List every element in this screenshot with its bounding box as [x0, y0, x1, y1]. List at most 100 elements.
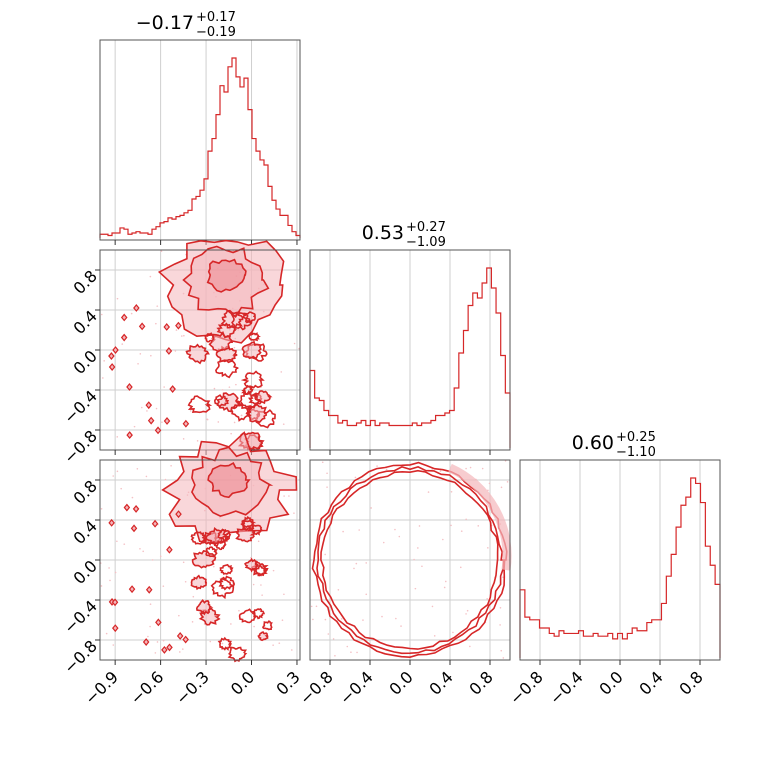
- col-3-xlabel-1: −0.4: [546, 667, 587, 708]
- hist-3-bin-40: [715, 584, 720, 658]
- joint-p3-p1-dot-49: [147, 635, 149, 638]
- joint-p3-p1-dot-57: [182, 561, 185, 564]
- col-2-xlabel-3: 0.4: [425, 667, 456, 698]
- hist-3-bin-20: [618, 633, 623, 658]
- joint-p2-p1-small-contour-4: [108, 352, 115, 360]
- joint-p3-p2-dot-27: [400, 625, 402, 627]
- hist-3-bin-2: [530, 620, 535, 658]
- hist-2-bin-6: [338, 423, 343, 448]
- joint-p3-p1-dot-51: [293, 512, 295, 514]
- hist-3-bin-27: [652, 620, 657, 658]
- title-main-1: −0.17: [136, 12, 194, 34]
- joint-p3-p2-dot-33: [506, 481, 509, 483]
- hist-3-bin-34: [686, 497, 691, 658]
- hist-2-bin-4: [329, 416, 334, 449]
- hist-3-bin-21: [622, 639, 627, 658]
- joint-p3-p1-dot-50: [100, 585, 103, 587]
- joint-p3-p2-dot-13: [337, 588, 340, 591]
- joint-p3-p2-dot-4: [460, 530, 463, 532]
- hist-3-step: [519, 477, 721, 658]
- hist-3-bin-38: [705, 546, 710, 658]
- joint-p2-p1-band-contour-11: [240, 370, 265, 389]
- joint-p3-p1-small-contour-14: [182, 635, 189, 644]
- hist-2-bin-22: [412, 423, 417, 448]
- title-param-1: −0.17 +0.17−0.19: [136, 10, 236, 40]
- joint-p2-p1-dot-17: [174, 350, 177, 352]
- joint-p3-p1-dot-0: [109, 579, 111, 582]
- hist-2-bin-31: [454, 388, 459, 448]
- joint-p3-p2-dot-38: [365, 593, 368, 596]
- joint-p2-p1-dot-8: [140, 406, 143, 409]
- joint-p3-p2-ring-contour-1: [316, 466, 505, 655]
- joint-p3-p2-dot-3: [439, 470, 442, 472]
- hist-2-bin-2: [319, 401, 324, 449]
- hist-2-bin-25: [426, 423, 431, 448]
- joint-p3-p1-dot-42: [192, 595, 195, 598]
- joint-p2-p1-dot-41: [139, 353, 142, 355]
- joint-p3-p1-dot-7: [159, 555, 162, 558]
- joint-p2-p1-small-contour-7: [154, 426, 162, 435]
- joint-p2-p1-small-contour-3: [169, 385, 176, 393]
- joint-p3-p1-dot-13: [114, 571, 117, 574]
- joint-p3-p2-dot-52: [394, 528, 396, 531]
- joint-p3-p2-dot-72: [332, 638, 335, 640]
- joint-p3-p1-dot-53: [112, 644, 115, 646]
- hist-1-bin-22: [188, 210, 192, 238]
- title-lower-1: −0.19: [196, 25, 236, 40]
- joint-p2-p1-dot-52: [116, 297, 119, 300]
- row-3-ylabel-4: 0.8: [69, 476, 100, 507]
- joint-p3-p1-band-contour-5: [217, 636, 232, 651]
- col-1-xlabel-2: −0.3: [172, 667, 213, 708]
- joint-p2-p1-dot-40: [196, 440, 199, 442]
- joint-p3-p1-band-contour-18: [195, 599, 214, 616]
- hist-3-bin-35: [691, 478, 696, 658]
- joint-p3-p2-dot-36: [450, 490, 453, 493]
- hist-2-bin-19: [398, 426, 403, 449]
- joint-p3-p2-dot-2: [327, 633, 330, 635]
- hist-2-bin-40: [496, 313, 501, 448]
- joint-p3-p2-dot-71: [500, 486, 503, 489]
- hist-3-bin-36: [696, 483, 701, 658]
- joint-p2-p1-dot-3: [133, 425, 136, 428]
- joint-p2-p1-dot-32: [156, 305, 159, 307]
- joint-p2-p1-dot-56: [180, 335, 183, 337]
- hist-panel-1-bg: [100, 40, 300, 240]
- joint-p3-p1-dot-63: [283, 593, 285, 596]
- joint-p3-p2-dot-53: [486, 597, 488, 600]
- row-2-ylabel-4: 0.8: [69, 266, 100, 297]
- joint-p2-p1-dot-18: [293, 342, 296, 345]
- joint-p2-p1-small-contour-13: [145, 401, 153, 410]
- joint-p3-p1-dot-19: [145, 475, 148, 478]
- joint-p2-p1-dot-13: [282, 423, 285, 425]
- row-2-ylabel-3: 0.4: [69, 306, 100, 337]
- joint-p3-p2-dot-59: [358, 529, 360, 531]
- hist-2-bin-39: [491, 288, 496, 448]
- joint-p2-p1-dot-47: [298, 347, 300, 350]
- joint-p3-p2-dot-46: [342, 530, 344, 533]
- hist-2-bin-24: [422, 423, 427, 448]
- hist-2-bin-38: [487, 268, 492, 448]
- joint-p3-p2-dot-70: [481, 467, 484, 470]
- joint-p2-p1-dot-50: [213, 387, 216, 390]
- joint-p3-p2-dot-54: [444, 580, 447, 583]
- hist-3-bin-3: [535, 620, 540, 658]
- joint-p3-p2-dot-17: [414, 587, 417, 590]
- row-2-ylabel-2: 0.0: [69, 346, 100, 377]
- joint-p3-p1-dot-3: [116, 540, 118, 543]
- hist-1-bin-24: [196, 196, 200, 238]
- joint-p3-p2-dot-62: [421, 565, 423, 568]
- joint-p2-p1-band-contour-7: [248, 332, 261, 342]
- joint-p3-p1-band-contour-11: [219, 563, 234, 575]
- hist-3-bin-30: [666, 576, 671, 658]
- joint-p3-p2-dot-26: [488, 482, 491, 485]
- hist-panel-1-frame: [99, 39, 301, 241]
- joint-p3-p1-small-contour-17: [111, 598, 119, 607]
- joint-p3-p2-dot-7: [469, 645, 471, 648]
- hist-3-bin-8: [559, 631, 564, 658]
- joint-p2-p1-small-contour-2: [175, 321, 182, 330]
- joint-p3-p1-dot-12: [272, 644, 274, 646]
- joint-p3-p1-small-contour-8: [155, 618, 162, 627]
- joint-p3-p1-small-contour-15: [145, 585, 153, 594]
- joint-p2-p1-small-contour-9: [182, 419, 190, 428]
